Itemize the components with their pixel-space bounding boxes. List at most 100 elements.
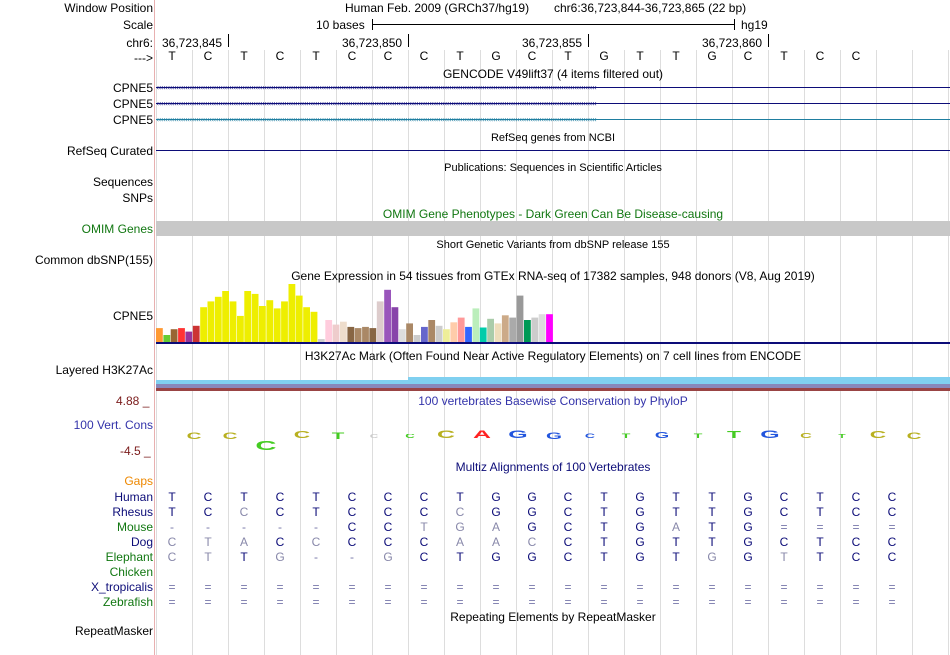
gtex-tissue-bar[interactable] [237,315,244,342]
gtex-tissue-bar[interactable] [472,308,480,342]
gtex-tissue-bar[interactable] [538,314,546,342]
species-label-chicken[interactable]: Chicken [109,565,153,579]
alignment-base: C [563,550,573,564]
scale-bar-left-tick [372,19,373,30]
gencode-track-label-1[interactable]: CPNE5 [112,81,153,95]
conservation-min: -4.5 _ [120,444,151,458]
gtex-tissue-bar[interactable] [200,307,207,342]
gtex-tissue-bar[interactable] [450,322,458,342]
gtex-tissue-bar[interactable] [546,314,553,342]
gtex-tissue-bar[interactable] [266,300,274,342]
alignment-base: = [636,595,644,609]
gencode-track-label-3[interactable]: CPNE5 [112,113,153,127]
conservation-logo-letter: C [293,429,311,441]
gtex-track-label[interactable]: CPNE5 [112,309,153,323]
gtex-tissue-bar[interactable] [501,315,509,342]
gtex-tissue-bar[interactable] [421,326,428,342]
gtex-tissue-bar[interactable] [384,289,391,342]
gencode-track-label-2[interactable]: CPNE5 [112,97,153,111]
gtex-tissue-bar[interactable] [229,301,237,342]
species-label-human[interactable]: Human [114,490,153,504]
refseq-track-label[interactable]: RefSeq Curated [66,144,153,158]
gtex-tissue-bar[interactable] [178,328,185,342]
gtex-tissue-bar[interactable] [244,291,252,342]
gtex-tissue-bar[interactable] [295,295,303,342]
gtex-tissue-bar[interactable] [207,301,215,342]
gtex-tissue-bar[interactable] [332,324,340,342]
gtex-tissue-bar[interactable] [479,327,487,343]
gtex-tissue-bar[interactable] [156,328,163,342]
h3k27ac-signal-left[interactable] [156,380,408,384]
gtex-tissue-bar[interactable] [354,328,362,342]
gtex-tissue-bar[interactable] [376,301,384,342]
species-label-x_tropicalis[interactable]: X_tropicalis [90,580,153,594]
gtex-tissue-bar[interactable] [428,320,436,342]
gtex-tissue-bar[interactable] [163,335,171,342]
gtex-tissue-bar[interactable] [443,329,450,342]
species-label-zebrafish[interactable]: Zebrafish [102,595,153,609]
gtex-tissue-bar[interactable] [457,317,465,342]
gtex-tissue-bar[interactable] [340,321,347,342]
gtex-tissue-bar[interactable] [531,317,539,342]
species-label-mouse[interactable]: Mouse [116,520,153,534]
gtex-tissue-bar[interactable] [192,325,200,342]
omim-phenotype-bar[interactable] [156,221,950,236]
grid-line [300,50,301,655]
gencode-transcript-line[interactable] [156,119,950,120]
publications-sequences-label[interactable]: Sequences [92,175,153,189]
alignment-base: = [168,580,176,594]
gtex-tissue-bar[interactable] [170,329,178,342]
gtex-tissue-bar[interactable] [310,311,318,342]
gtex-tissue-bar[interactable] [222,291,229,342]
conservation-track-label[interactable]: 100 Vert. Cons [73,418,153,432]
gtex-tissue-bar[interactable] [369,328,377,342]
alignment-base: C [563,490,573,504]
gtex-tissue-bar[interactable] [465,326,472,342]
alignment-base: C [527,535,537,549]
scale-bar-right-tick [734,19,735,30]
alignment-base: C [167,550,177,564]
gtex-tissue-bar[interactable] [185,331,193,342]
gtex-tissue-bar[interactable] [251,293,259,342]
species-label-rhesus[interactable]: Rhesus [112,505,153,519]
gtex-tissue-bar[interactable] [303,307,310,342]
gtex-tissue-bar[interactable] [435,325,443,342]
gtex-tissue-bar[interactable] [509,317,517,342]
gtex-tissue-bar[interactable] [398,329,406,342]
gtex-tissue-bar[interactable] [413,335,421,342]
alignment-base: = [888,595,896,609]
publications-snps-label[interactable]: SNPs [122,191,153,205]
gtex-tissue-bar[interactable] [487,318,494,342]
gtex-tissue-bar[interactable] [524,320,531,342]
gtex-tissue-bar[interactable] [347,326,355,342]
species-label-dog[interactable]: Dog [130,535,153,549]
species-label-elephant[interactable]: Elephant [105,550,153,564]
gtex-tissue-bar[interactable] [406,323,413,342]
alignment-base: G [491,505,501,519]
gtex-tissue-bar[interactable] [391,307,399,342]
omim-track-label[interactable]: OMIM Genes [81,222,153,236]
alignment-base: = [420,580,428,594]
gtex-tissue-bar[interactable] [281,301,288,342]
alignment-base: = [888,520,896,534]
gtex-bar-chart[interactable] [156,284,950,346]
gtex-tissue-bar[interactable] [325,320,333,342]
gtex-tissue-bar[interactable] [259,306,266,342]
h3k27ac-track-label[interactable]: Layered H3K27Ac [55,363,153,377]
gtex-tissue-bar[interactable] [317,339,325,342]
gencode-transcript-line[interactable] [156,87,950,88]
gencode-transcript-line[interactable] [156,103,950,104]
refseq-gene-line[interactable] [156,150,950,151]
gtex-tissue-bar[interactable] [516,295,524,342]
gtex-tissue-bar[interactable] [288,284,296,342]
h3k27ac-signal-right[interactable] [408,377,950,384]
gtex-tissue-bar[interactable] [494,323,502,342]
repeatmasker-track-label[interactable]: RepeatMasker [74,624,153,638]
gtex-tissue-bar[interactable] [362,326,369,342]
gtex-tissue-bar[interactable] [214,296,222,342]
conservation-logo-letter: G [508,428,528,441]
alignment-base: = [780,580,788,594]
dbsnp-track-label[interactable]: Common dbSNP(155) [34,253,153,267]
gtex-tissue-bar[interactable] [273,308,281,342]
